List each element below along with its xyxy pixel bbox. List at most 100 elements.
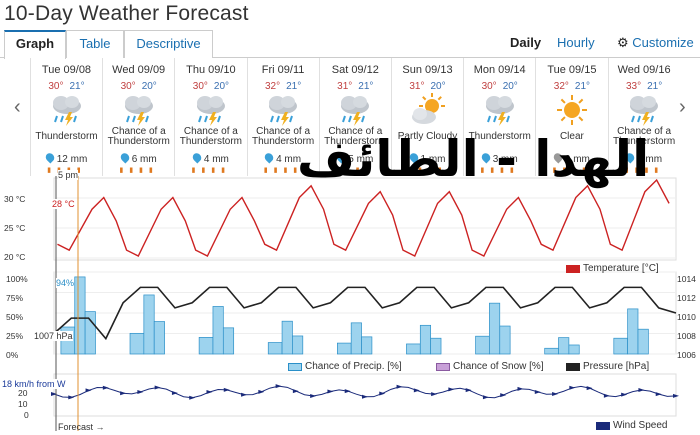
wind-direction-arrow [189, 395, 196, 400]
day-column[interactable]: Wed 09/09 30° 20° Chance of a Thunderstorm 6… [102, 58, 174, 176]
day-date: Sat 09/12 [331, 64, 379, 76]
pressure-legend: Pressure [hPa] [566, 361, 649, 372]
now-wind-label: 18 km/h from W [2, 379, 66, 389]
previous-arrow-icon[interactable]: ‹ [14, 96, 21, 118]
precip-tick: 50% [6, 312, 24, 322]
day-precip-amount: 0 mm [564, 154, 590, 165]
wind-direction-arrow [171, 391, 178, 396]
precip-swatch [288, 362, 302, 371]
tab-table[interactable]: Table [66, 30, 124, 58]
day-precip: 5 mm [320, 151, 391, 165]
tab-descriptive[interactable]: Descriptive [124, 30, 213, 58]
pressure-tick: 1012 [677, 293, 696, 303]
wind-direction-arrow [603, 393, 610, 398]
wind-direction-arrow [102, 385, 109, 390]
precip-bar [143, 294, 155, 355]
wind-direction-arrow [465, 388, 472, 393]
mini-bars: ▮▮▮▮ [480, 167, 520, 174]
precip-bar [568, 344, 580, 355]
thunderstorm-icon [263, 93, 303, 127]
wind-direction-arrow [396, 384, 403, 389]
day-condition: Chance of a Thunderstorm [179, 126, 243, 147]
day-condition: Thunderstorm [35, 131, 98, 142]
day-precip-amount: 6 mm [131, 154, 157, 165]
temp-legend: Temperature [°C] [566, 263, 659, 274]
day-high: 31° [409, 81, 425, 92]
day-condition: Partly Cloudy [397, 131, 458, 142]
day-high: 31° [337, 81, 353, 92]
precip-bar [84, 311, 96, 355]
day-column[interactable]: Tue 09/15 32° 21° Clear 0 mm ▮▮▮▮ [535, 58, 607, 176]
wind-direction-arrow [431, 392, 438, 397]
precip-tick: 25% [6, 331, 24, 341]
day-column[interactable]: Sun 09/13 31° 20° Partly Cloudy 1 mm ▮▮▮▮ [391, 58, 463, 176]
thunderstorm-icon [191, 93, 231, 127]
precip-bar [212, 306, 224, 355]
tab-graph[interactable]: Graph [4, 30, 66, 59]
day-precip: 1 mm [392, 151, 463, 165]
wind-direction-arrow [379, 391, 386, 396]
day-high: 32° [553, 81, 569, 92]
now-time-label: 5 pm [58, 170, 79, 180]
snow-legend-label: Chance of Snow [%] [453, 361, 544, 372]
day-date: Fri 09/11 [261, 64, 305, 76]
precip-bar [292, 335, 304, 355]
wind-direction-arrow [206, 389, 213, 394]
day-condition: Chance of a Thunderstorm [251, 126, 315, 147]
precip-bar [637, 328, 649, 355]
day-high: 30° [192, 81, 208, 92]
day-column[interactable]: Wed 09/16 33° 21° Chance of a Thunderstorm 2… [607, 58, 680, 176]
day-low: 20° [213, 81, 230, 92]
overlay-location-text: الهدا - الطائف [297, 130, 650, 188]
day-column[interactable]: Mon 09/14 30° 20° Thunderstorm 3 mm ▮▮▮▮ [463, 58, 535, 176]
day-precip: 6 mm [103, 151, 174, 165]
precip-bar [613, 337, 628, 355]
wind-swatch [596, 421, 610, 430]
day-temps: 30° 21° [31, 81, 102, 93]
precip-bar [337, 342, 352, 355]
day-precip-amount: 12 mm [56, 154, 88, 165]
wind-direction-arrow [517, 386, 524, 391]
day-condition: Thunderstorm [468, 131, 531, 142]
day-date: Thu 09/10 [186, 64, 236, 76]
day-condition: Chance of a Thunderstorm [612, 126, 676, 147]
customize-link[interactable]: ⚙ Customize [617, 30, 694, 56]
mini-bars: ▮▮▮▮ [408, 167, 448, 174]
day-precip-amount: 3 mm [492, 154, 518, 165]
wind-legend-label: Wind Speed [613, 420, 668, 431]
forecast-arrow-label: Forecast → [58, 422, 105, 432]
day-low: 21° [69, 81, 85, 92]
wind-direction-arrow [292, 389, 299, 394]
day-condition: Chance of a Thunderstorm [324, 126, 387, 147]
day-precip: 2 mm [609, 151, 680, 165]
day-date: Wed 09/16 [617, 64, 671, 76]
day-temps: 32° 21° [248, 81, 319, 93]
precip-tick: 75% [6, 293, 24, 303]
daily-link[interactable]: Daily [510, 35, 542, 50]
precip-bar [499, 325, 511, 355]
hourly-link[interactable]: Hourly [557, 35, 595, 50]
wind-direction-arrow [638, 388, 645, 393]
day-low: 20° [430, 81, 446, 92]
wind-direction-arrow [137, 389, 144, 394]
day-column[interactable]: Sat 09/12 31° 21° Chance of a Thunderstorm 5… [318, 58, 391, 176]
wind-tick: 10 [18, 399, 28, 409]
day-column[interactable]: Fri 09/11 32° 21° Chance of a Thunderstorm 4… [246, 58, 319, 176]
day-column[interactable]: Thu 09/10 30° 20° Chance of a Thunderstorm 4… [174, 58, 246, 176]
day-low: 21° [358, 81, 374, 92]
precip-bar [350, 322, 362, 355]
precip-tick: 100% [6, 274, 28, 284]
precip-bar [406, 343, 421, 355]
day-precip: 0 mm [536, 151, 607, 165]
temp-legend-label: Temperature [°C] [583, 263, 659, 274]
gear-icon: ⚙ [617, 35, 629, 50]
wind-direction-arrow [655, 392, 662, 397]
day-high: 30° [48, 81, 64, 92]
wind-legend: Wind Speed [596, 420, 667, 431]
now-precip-label: 94% [56, 278, 75, 288]
next-arrow-icon[interactable]: › [679, 96, 686, 118]
temp-tick: 30 °C [4, 194, 26, 204]
day-precip-amount: 5 mm [348, 154, 374, 165]
precip-bar [222, 327, 235, 355]
